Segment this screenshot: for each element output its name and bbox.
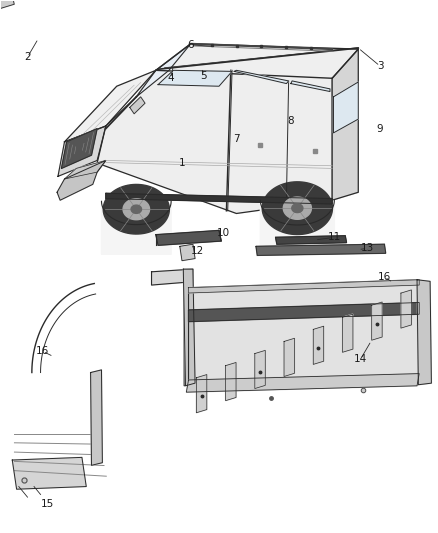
Polygon shape bbox=[180, 244, 195, 261]
Polygon shape bbox=[61, 128, 97, 168]
Text: 1: 1 bbox=[179, 158, 185, 168]
Polygon shape bbox=[276, 236, 346, 244]
Text: 13: 13 bbox=[360, 244, 374, 254]
Polygon shape bbox=[0, 0, 14, 10]
Text: 9: 9 bbox=[377, 124, 383, 134]
Text: 16: 16 bbox=[36, 346, 49, 357]
Text: 3: 3 bbox=[377, 61, 383, 71]
Text: 2: 2 bbox=[24, 52, 31, 62]
Polygon shape bbox=[196, 375, 207, 413]
Polygon shape bbox=[91, 370, 102, 465]
Polygon shape bbox=[417, 280, 431, 385]
Polygon shape bbox=[226, 362, 236, 401]
Polygon shape bbox=[188, 280, 419, 383]
Polygon shape bbox=[156, 44, 358, 78]
Polygon shape bbox=[106, 193, 332, 204]
Text: 8: 8 bbox=[287, 116, 294, 126]
Text: 5: 5 bbox=[201, 70, 207, 80]
Polygon shape bbox=[292, 204, 303, 213]
Polygon shape bbox=[158, 70, 232, 86]
Polygon shape bbox=[283, 197, 311, 219]
Text: 4: 4 bbox=[168, 73, 174, 83]
Polygon shape bbox=[188, 303, 419, 321]
Text: 11: 11 bbox=[328, 232, 341, 243]
Polygon shape bbox=[256, 244, 386, 255]
Polygon shape bbox=[103, 184, 170, 234]
Polygon shape bbox=[291, 81, 330, 92]
Polygon shape bbox=[12, 457, 86, 489]
Polygon shape bbox=[57, 160, 106, 200]
Polygon shape bbox=[234, 70, 289, 84]
Polygon shape bbox=[64, 70, 156, 142]
Polygon shape bbox=[188, 280, 419, 293]
Text: 14: 14 bbox=[354, 354, 367, 364]
Polygon shape bbox=[255, 350, 265, 389]
Polygon shape bbox=[97, 44, 332, 214]
Polygon shape bbox=[260, 200, 334, 253]
Polygon shape bbox=[102, 201, 171, 254]
Text: 10: 10 bbox=[217, 228, 230, 238]
Polygon shape bbox=[401, 290, 411, 328]
Polygon shape bbox=[284, 338, 294, 376]
Polygon shape bbox=[333, 82, 358, 133]
Polygon shape bbox=[332, 49, 358, 200]
Text: 7: 7 bbox=[233, 134, 240, 144]
Text: 12: 12 bbox=[191, 246, 204, 256]
Polygon shape bbox=[58, 126, 106, 176]
Polygon shape bbox=[156, 230, 221, 245]
Polygon shape bbox=[313, 326, 324, 365]
Polygon shape bbox=[64, 160, 106, 179]
Polygon shape bbox=[262, 182, 332, 235]
Polygon shape bbox=[136, 44, 191, 97]
Text: 16: 16 bbox=[378, 272, 391, 282]
Polygon shape bbox=[130, 97, 145, 114]
Text: 15: 15 bbox=[40, 499, 54, 509]
Polygon shape bbox=[343, 314, 353, 352]
Polygon shape bbox=[152, 269, 193, 386]
Polygon shape bbox=[123, 199, 149, 220]
Text: 6: 6 bbox=[187, 40, 194, 50]
Polygon shape bbox=[131, 205, 141, 213]
Polygon shape bbox=[372, 302, 382, 340]
Polygon shape bbox=[184, 269, 195, 386]
Polygon shape bbox=[186, 374, 419, 392]
